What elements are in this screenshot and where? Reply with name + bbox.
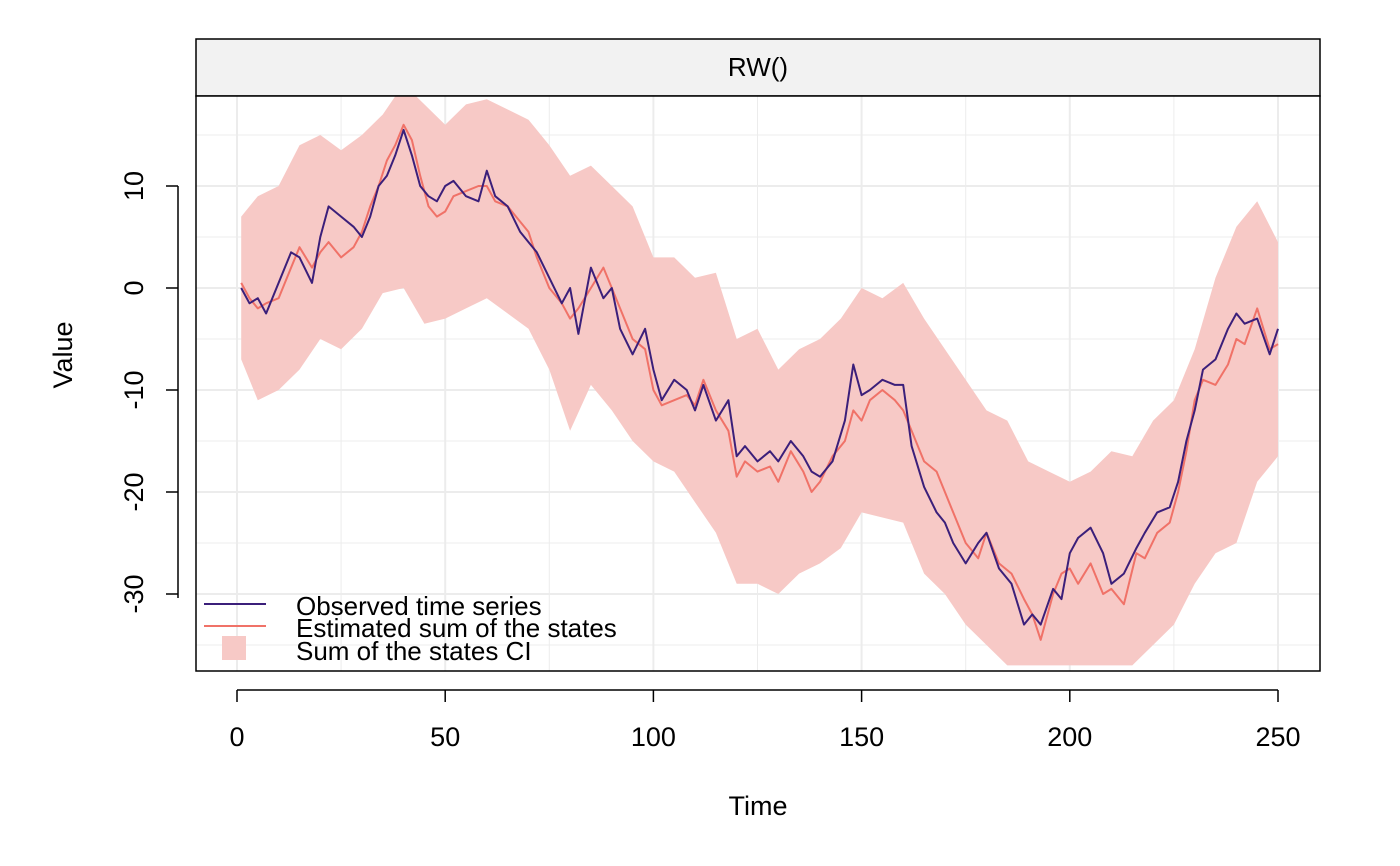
x-tick-label: 150 [839, 722, 884, 752]
chart-marks [240, 96, 1279, 666]
legend-label-ci: Sum of the states CI [296, 636, 532, 666]
strip-background [195, 38, 1321, 97]
strip-title: RW() [728, 52, 788, 82]
plot-border [195, 95, 1321, 672]
plot-panel [195, 95, 1321, 672]
x-tick-label: 200 [1047, 722, 1092, 752]
legend-label-estimated: Estimated sum of the states [296, 613, 617, 643]
x-tick-label: 0 [229, 722, 244, 752]
legend-label-observed: Observed time series [296, 591, 542, 621]
ci-band [241, 96, 1278, 666]
legend-swatch-ci [222, 636, 246, 660]
panel-strip: RW() [195, 38, 1321, 97]
x-tick-label: 100 [631, 722, 676, 752]
y-tick-label: 10 [119, 171, 149, 201]
x-axis-title: Time [729, 791, 788, 821]
y-axis-title: Value [48, 321, 78, 388]
x-tick-label: 50 [430, 722, 460, 752]
observed-series-line [240, 128, 1279, 626]
legend: Observed time series Estimated sum of th… [204, 591, 617, 666]
y-tick-label: 0 [119, 280, 149, 295]
y-tick-label: -20 [119, 472, 149, 511]
y-axis: 10 0 -10 -20 -30 [119, 171, 179, 614]
y-tick-label: -10 [119, 370, 149, 409]
estimated-series-line [240, 123, 1279, 641]
x-tick-label: 250 [1255, 722, 1300, 752]
x-axis: 0 50 100 150 200 250 [229, 689, 1301, 752]
y-tick-label: -30 [119, 574, 149, 613]
